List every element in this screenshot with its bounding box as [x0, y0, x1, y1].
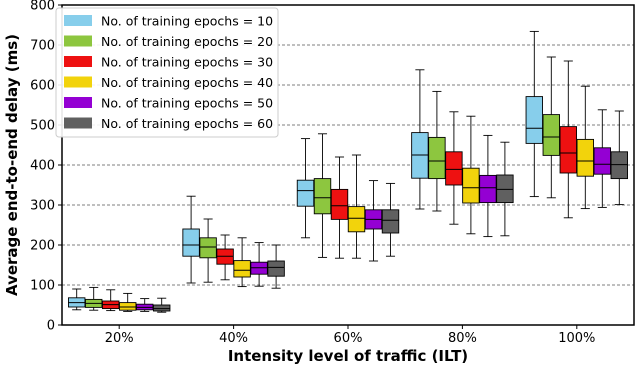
box-iqr [428, 136, 446, 180]
y-tick-label: 100 [30, 279, 55, 294]
y-tick-label: 700 [30, 39, 55, 54]
box-iqr [233, 260, 251, 278]
legend-label: No. of training epochs = 40 [101, 75, 273, 90]
box-iqr [347, 206, 366, 233]
legend-label: No. of training epochs = 50 [101, 96, 273, 111]
box-5-3 [496, 141, 514, 237]
box-4-3 [479, 134, 497, 238]
box-0-2 [296, 138, 315, 239]
legend-swatch [64, 117, 92, 129]
box-1-3 [428, 90, 446, 212]
box-iqr [267, 260, 285, 277]
box-iqr [118, 302, 137, 311]
y-axis-title: Average end-to-end delay (ms) [3, 34, 21, 296]
box-4-2 [364, 180, 383, 262]
box-iqr [445, 151, 463, 186]
legend-swatch [64, 56, 92, 67]
legend-swatch [64, 97, 92, 108]
x-tick-label: 80% [448, 331, 477, 346]
legend-swatch [64, 15, 92, 26]
x-tick-label: 100% [558, 331, 595, 346]
box-5-1 [267, 244, 285, 289]
x-tick-label: 60% [334, 331, 363, 346]
legend: No. of training epochs = 10 No. of traini… [55, 7, 279, 138]
box-iqr [462, 167, 480, 204]
box-1-4 [542, 56, 560, 199]
box-4-4 [593, 109, 611, 208]
box-iqr [152, 304, 171, 312]
x-axis: 20% 40% 60% 80% 100% [105, 325, 595, 346]
legend-swatch [64, 35, 92, 47]
y-tick-label: 800 [30, 0, 55, 14]
y-tick-label: 200 [30, 239, 55, 254]
y-tick-label: 300 [30, 199, 55, 214]
box-5-2 [381, 182, 400, 257]
legend-label: No. of training epochs = 60 [101, 116, 273, 131]
box-iqr [381, 209, 400, 234]
box-4-0 [135, 298, 154, 312]
box-iqr [313, 178, 332, 215]
box-iqr [330, 188, 349, 220]
box-iqr [199, 237, 217, 259]
y-tick-label: 0 [47, 319, 55, 334]
box-2-0 [101, 289, 120, 312]
legend-swatch [64, 76, 92, 88]
box-iqr [559, 126, 577, 174]
box-iqr [610, 151, 628, 180]
box-plot-area [67, 30, 628, 313]
box-iqr [593, 147, 611, 175]
box-iqr [542, 114, 560, 156]
box-3-1 [233, 237, 251, 288]
y-tick-label: 500 [30, 119, 55, 134]
box-3-3 [462, 115, 480, 235]
box-iqr [182, 228, 200, 257]
box-1-2 [313, 133, 332, 258]
box-5-4 [610, 110, 628, 206]
box-2-4 [559, 60, 577, 219]
box-4-1 [250, 242, 268, 287]
legend-label: No. of training epochs = 20 [101, 34, 273, 49]
box-0-1 [182, 195, 200, 284]
x-axis-title: Intensity level of traffic (ILT) [228, 347, 468, 365]
box-iqr [479, 174, 497, 204]
box-3-4 [576, 85, 594, 210]
box-2-3 [445, 111, 463, 225]
box-3-2 [347, 154, 366, 259]
box-2-2 [330, 156, 349, 259]
box-iqr [296, 179, 315, 207]
box-1-0 [84, 286, 103, 311]
box-iqr [525, 96, 543, 144]
box-0-0 [67, 288, 86, 311]
y-tick-label: 400 [30, 159, 55, 174]
box-iqr [496, 174, 514, 204]
legend-label: No. of training epochs = 30 [101, 55, 273, 70]
legend-label: No. of training epochs = 10 [101, 14, 273, 29]
box-2-1 [216, 234, 234, 281]
box-5-0 [152, 297, 171, 313]
x-tick-label: 40% [219, 331, 248, 346]
box-1-1 [199, 218, 217, 283]
box-3-0 [118, 292, 137, 312]
box-iqr [576, 138, 594, 177]
box-0-3 [411, 69, 429, 210]
box-0-4 [525, 30, 543, 198]
y-tick-label: 600 [30, 79, 55, 94]
x-tick-label: 20% [105, 331, 134, 346]
legend-frame [55, 7, 279, 138]
